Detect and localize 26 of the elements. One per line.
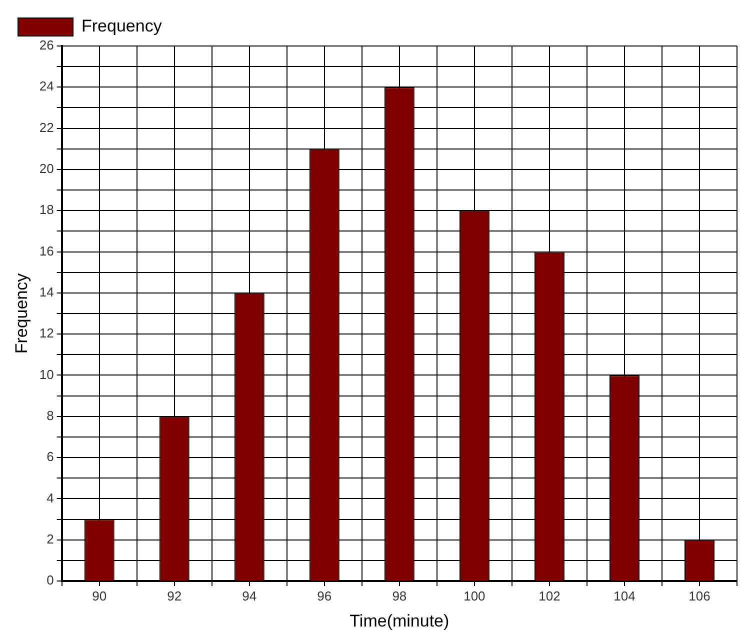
- y-tick-label: 14: [39, 284, 54, 300]
- y-tick-label: 4: [46, 490, 54, 506]
- x-tick-label: 104: [614, 588, 636, 604]
- y-tick-label: 8: [46, 408, 54, 423]
- x-axis-title: Time(minute): [350, 611, 450, 630]
- y-tick-label: 6: [46, 449, 54, 464]
- y-tick-label: 12: [39, 326, 54, 341]
- x-tick-label: 106: [688, 588, 710, 604]
- x-tick-label: 98: [392, 588, 407, 604]
- y-tick-label: 16: [39, 243, 54, 258]
- x-tick-label: 102: [538, 588, 560, 604]
- x-tick-label: 100: [464, 588, 486, 604]
- legend-label: Frequency: [82, 16, 162, 36]
- y-tick-label: 26: [39, 38, 54, 53]
- y-axis-title: Frequency: [12, 272, 31, 354]
- x-tick-label: 90: [92, 588, 107, 604]
- y-tick-label: 20: [39, 161, 54, 176]
- x-tick-label: 92: [167, 588, 182, 604]
- x-tick-label: 94: [242, 588, 257, 604]
- y-tick-label: 0: [46, 572, 54, 588]
- y-tick-label: 18: [39, 202, 54, 218]
- y-tick-label: 24: [39, 78, 54, 94]
- y-tick-label: 10: [39, 366, 54, 382]
- y-tick-label: 2: [46, 531, 54, 546]
- y-tick-label: 22: [39, 120, 54, 135]
- x-tick-label: 96: [317, 588, 332, 604]
